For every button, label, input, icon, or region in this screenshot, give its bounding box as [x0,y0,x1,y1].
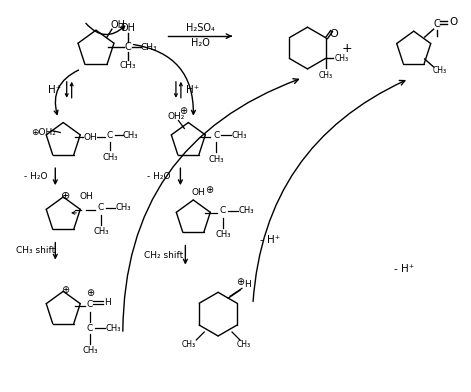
Text: C: C [107,131,113,140]
Text: CH₃: CH₃ [334,54,349,63]
Text: H: H [244,280,252,289]
Text: OH: OH [120,23,135,33]
Text: ⊕: ⊕ [61,285,69,295]
Text: OH: OH [191,187,205,196]
FancyArrowPatch shape [123,79,299,331]
Text: C: C [220,207,226,215]
Text: CH₃: CH₃ [82,347,98,356]
FancyArrowPatch shape [133,45,195,114]
Text: CH₃: CH₃ [115,203,130,212]
Text: CH₃: CH₃ [93,227,109,236]
Text: - H⁺: - H⁺ [394,265,414,274]
Text: +: + [342,42,352,54]
Text: CH₃: CH₃ [105,323,121,332]
Text: O: O [449,17,457,27]
Text: ⊕OH₂: ⊕OH₂ [31,128,56,137]
Text: C: C [87,323,93,332]
Text: CH₃: CH₃ [102,153,118,162]
FancyArrowPatch shape [86,24,125,34]
Text: C: C [98,203,104,212]
Text: C: C [87,300,93,309]
Text: ⊕: ⊕ [86,288,94,298]
Text: OH₂: OH₂ [168,112,185,121]
Text: CH₃: CH₃ [120,62,136,71]
Text: O: O [329,29,338,39]
Text: CH₃: CH₃ [432,66,447,75]
Text: ⊕: ⊕ [61,191,70,201]
Text: CH₃: CH₃ [215,230,231,239]
FancyArrowPatch shape [253,80,405,301]
Text: CH₃: CH₃ [123,131,138,140]
Text: C: C [213,131,219,140]
Text: - H⁺: - H⁺ [260,235,280,245]
Text: H⁺: H⁺ [48,85,61,95]
Text: CH₃: CH₃ [140,43,157,52]
Text: - H₂O: - H₂O [147,172,171,181]
Text: CH₃ shift: CH₃ shift [16,246,55,255]
Text: CH₃: CH₃ [208,155,224,164]
Text: C: C [433,19,440,29]
Text: CH₃: CH₃ [238,207,254,215]
Text: ⊕: ⊕ [179,105,187,116]
Text: CH₂ shift: CH₂ shift [144,251,183,260]
Text: ⊕: ⊕ [236,278,244,287]
FancyArrowPatch shape [54,70,79,114]
Text: ⊕: ⊕ [205,185,213,195]
Text: H⁺: H⁺ [186,85,199,95]
Text: H₂O: H₂O [191,38,210,48]
Text: CH₃: CH₃ [181,340,195,349]
Text: OH: OH [110,20,125,30]
Text: CH₃: CH₃ [318,71,333,80]
Text: CH₃: CH₃ [231,131,247,140]
Text: H: H [105,298,111,307]
Text: OH: OH [79,192,93,201]
Text: CH₃: CH₃ [237,340,251,349]
Text: - H₂O: - H₂O [24,172,47,181]
Text: C: C [124,42,131,52]
Text: OH: OH [83,133,97,142]
Text: H₂SO₄: H₂SO₄ [186,23,215,33]
